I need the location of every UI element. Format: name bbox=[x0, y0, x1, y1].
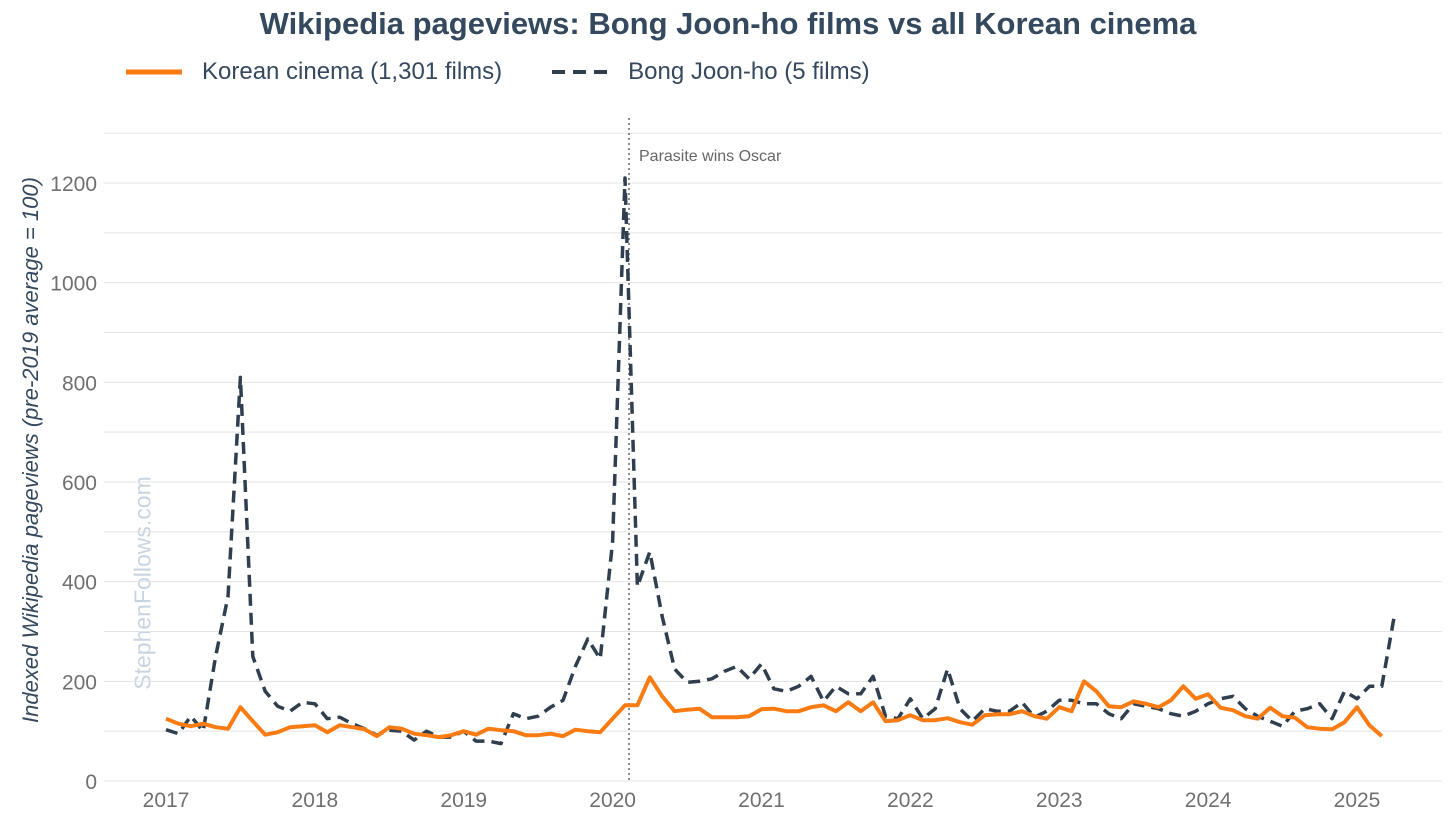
y-tick-label: 800 bbox=[62, 372, 97, 395]
annotation-label: Parasite wins Oscar bbox=[639, 148, 782, 165]
legend-item-bong-joon-ho: Bong Joon-ho (5 films) bbox=[550, 58, 870, 86]
y-tick-label: 600 bbox=[62, 472, 97, 495]
x-tick-label: 2020 bbox=[589, 789, 636, 812]
legend-swatch-solid bbox=[126, 69, 182, 75]
y-tick-label: 1000 bbox=[50, 273, 97, 296]
legend-label-bong-joon-ho: Bong Joon-ho (5 films) bbox=[628, 58, 870, 85]
x-tick-label: 2018 bbox=[292, 789, 339, 812]
y-tick-label: 400 bbox=[62, 572, 97, 595]
x-tick-label: 2019 bbox=[440, 789, 487, 812]
x-tick-label: 2021 bbox=[738, 789, 785, 812]
x-tick-label: 2023 bbox=[1036, 789, 1083, 812]
y-tick-label: 0 bbox=[85, 771, 97, 794]
x-tick-label: 2022 bbox=[887, 789, 934, 812]
legend-label-korean-cinema: Korean cinema (1,301 films) bbox=[202, 58, 503, 85]
y-tick-label: 1200 bbox=[50, 173, 97, 196]
x-tick-label: 2025 bbox=[1334, 789, 1381, 812]
series-line-bong-joon-ho bbox=[165, 176, 1396, 746]
legend-item-korean-cinema: Korean cinema (1,301 films) bbox=[124, 58, 502, 86]
series-line-korean-cinema bbox=[165, 675, 1384, 740]
x-tick-label: 2017 bbox=[143, 789, 190, 812]
legend-swatch-dashed bbox=[552, 70, 609, 74]
chart-title: Wikipedia pageviews: Bong Joon-ho films … bbox=[259, 6, 1197, 41]
legend: Korean cinema (1,301 films) Bong Joon-ho… bbox=[124, 56, 918, 88]
x-tick-label: 2024 bbox=[1185, 789, 1232, 812]
y-tick-label: 200 bbox=[62, 671, 97, 694]
